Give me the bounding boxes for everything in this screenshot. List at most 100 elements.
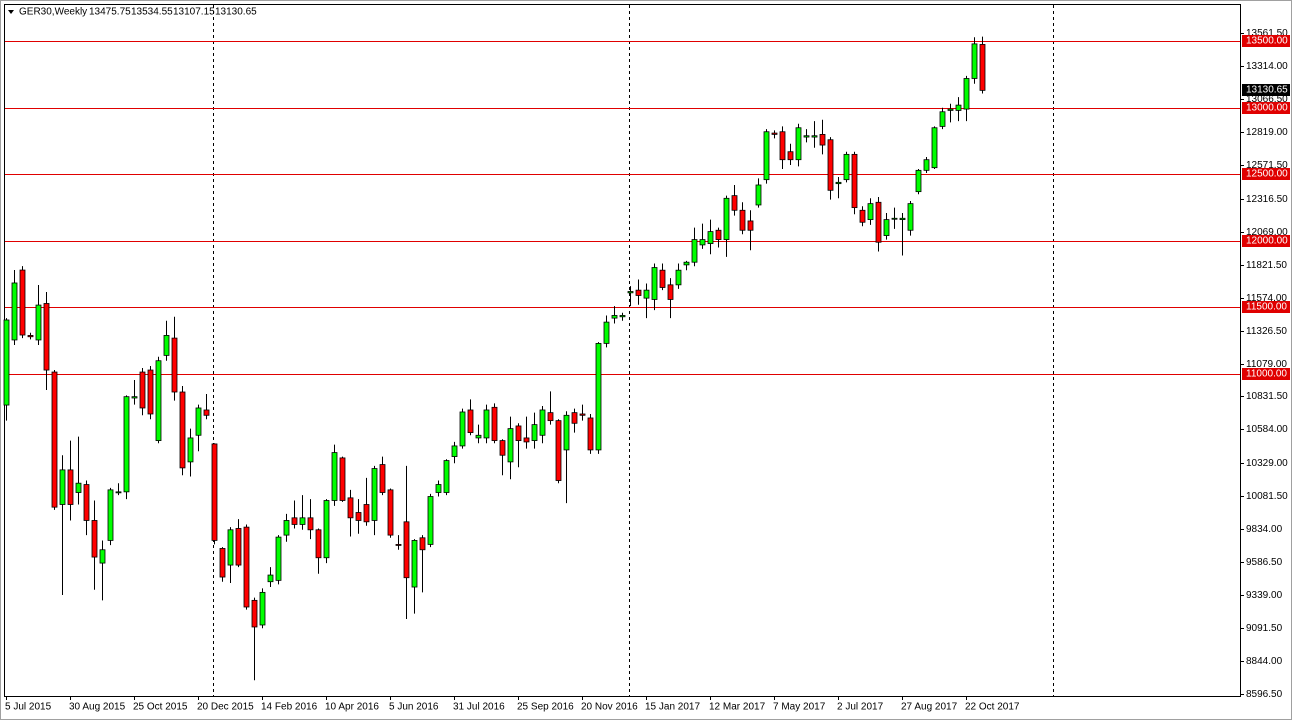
candle-body: [803, 135, 810, 138]
candle-body: [467, 409, 474, 434]
x-tick-label: 20 Nov 2016: [581, 702, 638, 713]
candle-body: [219, 548, 226, 578]
candle-body: [179, 391, 186, 469]
x-tick-label: 15 Jan 2017: [645, 702, 700, 713]
candle-body: [827, 139, 834, 191]
level-label-bg: [1242, 102, 1290, 114]
candle-body: [259, 591, 266, 626]
chart-title: GER30,Weekly: [19, 7, 87, 18]
x-tick-label: 25 Sep 2016: [517, 702, 574, 713]
x-tick-label: 14 Feb 2016: [261, 702, 318, 713]
level-label: 11000.00: [1246, 369, 1287, 380]
level-label: 13000.00: [1246, 103, 1288, 114]
candle-body: [3, 319, 10, 406]
x-tick-label: 7 May 2017: [773, 702, 826, 713]
candle-body: [315, 529, 322, 559]
candle-body: [187, 437, 194, 463]
candle-body: [923, 159, 930, 171]
candle-body: [819, 134, 826, 146]
candle-body: [595, 343, 602, 451]
x-tick-label: 10 Apr 2016: [325, 702, 379, 713]
y-tick-label: 12069.00: [1246, 227, 1288, 238]
candle-body: [771, 132, 778, 135]
candle-body: [611, 315, 618, 319]
x-tick-label: 2 Jul 2017: [837, 702, 884, 713]
candle-body: [651, 267, 658, 300]
candle-body: [59, 469, 66, 505]
candle-body: [99, 549, 106, 564]
candle-body: [971, 43, 978, 79]
candle-body: [51, 371, 58, 508]
candle-body: [139, 371, 146, 409]
header-close: 13130.65: [215, 7, 257, 18]
candle-body: [859, 209, 866, 223]
candle-body: [691, 239, 698, 263]
candle-body: [835, 181, 842, 185]
y-tick-label: 8596.50: [1246, 689, 1283, 700]
candle-body: [419, 537, 426, 551]
candle-body: [867, 203, 874, 221]
candle-body: [491, 406, 498, 441]
candle-body: [811, 135, 818, 138]
x-tick-label: 25 Oct 2015: [133, 702, 188, 713]
menu-triangle[interactable]: [8, 10, 14, 14]
candle-body: [67, 469, 74, 505]
candle-body: [499, 440, 506, 456]
candle-body: [323, 500, 330, 559]
candle-body: [379, 464, 386, 493]
x-tick-label: 20 Dec 2015: [197, 702, 254, 713]
candle-body: [779, 131, 786, 161]
price-label: 13130.65: [1246, 85, 1288, 96]
candle-body: [755, 184, 762, 206]
candle-body: [603, 321, 610, 344]
candle-body: [123, 396, 130, 493]
candle-body: [211, 443, 218, 541]
y-tick-label: 10329.00: [1246, 458, 1288, 469]
candle-body: [523, 437, 530, 443]
y-tick-label: 11079.00: [1246, 359, 1287, 370]
candle-body: [331, 452, 338, 501]
price-label-bg: [1242, 84, 1290, 96]
candle-body: [347, 497, 354, 519]
y-tick-label: 11821.50: [1246, 260, 1287, 271]
x-tick-label: 30 Aug 2015: [69, 702, 126, 713]
level-label: 12500.00: [1246, 169, 1288, 180]
level-label: 12000.00: [1246, 236, 1288, 247]
candle-body: [483, 409, 490, 439]
candle-body: [851, 153, 858, 209]
candle-body: [635, 289, 642, 296]
candle-body: [899, 217, 906, 221]
candle-body: [627, 291, 634, 294]
candle-body: [11, 282, 18, 341]
candle-body: [115, 491, 122, 494]
candle-body: [403, 521, 410, 579]
candle-body: [731, 195, 738, 211]
candle-body: [363, 504, 370, 523]
candle-body: [395, 544, 402, 546]
candle-body: [643, 289, 650, 299]
candle-body: [843, 153, 850, 181]
candle-body: [91, 520, 98, 558]
candle-body: [427, 496, 434, 545]
candle-body: [555, 420, 562, 481]
candle-body: [883, 219, 890, 236]
candle-body: [587, 417, 594, 451]
candle-body: [243, 526, 250, 608]
candle-body: [107, 489, 114, 541]
candle-body: [131, 396, 138, 399]
level-label-bg: [1242, 368, 1290, 380]
y-tick-label: 8844.00: [1246, 656, 1283, 667]
header-low: 13107.15: [173, 7, 215, 18]
candle-body: [203, 409, 210, 416]
x-tick-label: 27 Aug 2017: [901, 702, 958, 713]
y-tick-label: 10081.50: [1246, 491, 1288, 502]
candle-body: [619, 315, 626, 318]
level-label-bg: [1242, 235, 1290, 247]
candle-body: [371, 468, 378, 521]
candle-body: [283, 520, 290, 536]
candle-body: [275, 536, 282, 581]
candle-body: [267, 574, 274, 583]
candle-body: [675, 269, 682, 286]
candle-body: [787, 151, 794, 161]
x-tick-label: 12 Mar 2017: [709, 702, 766, 713]
